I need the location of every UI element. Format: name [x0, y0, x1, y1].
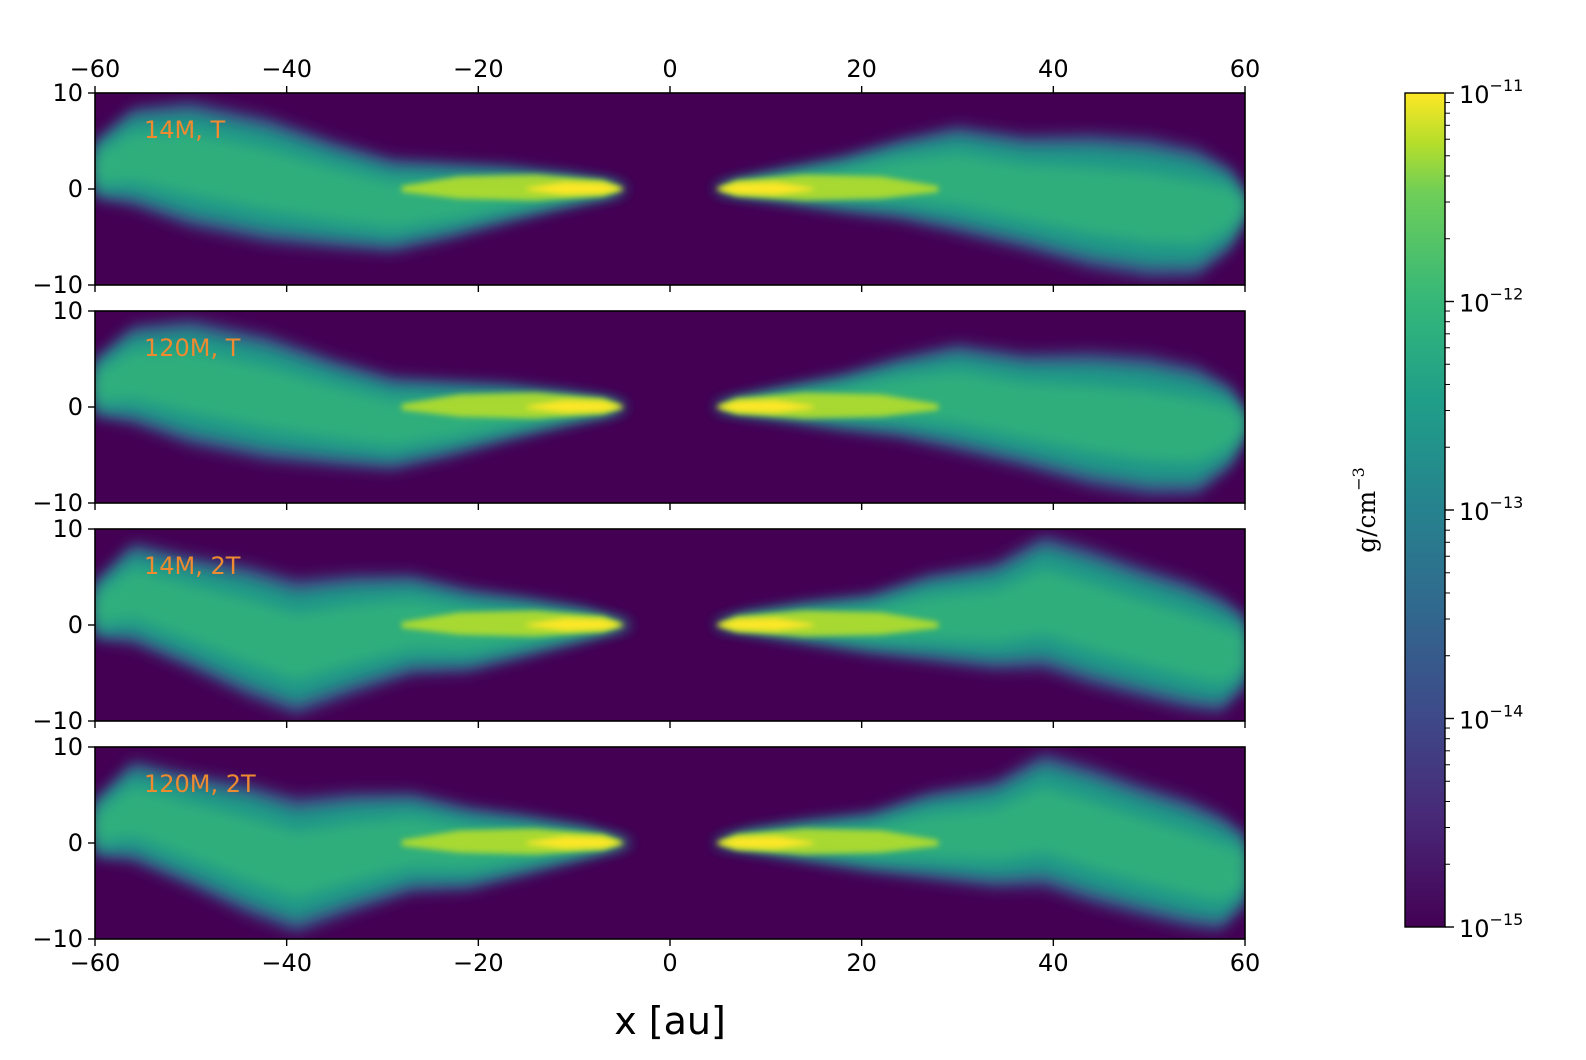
colorbar-tick-label: 10−13	[1459, 493, 1523, 526]
colorbar-tick-label: 10−14	[1459, 702, 1523, 735]
lobe-inner	[95, 567, 632, 682]
jet-core-bright	[716, 618, 814, 631]
x-axis-label-group: x [au]	[614, 999, 726, 1043]
jet-core-bright	[526, 618, 624, 631]
x-tick-label: 40	[1038, 949, 1069, 977]
x-tick-label-top: 60	[1230, 55, 1261, 83]
panel: 14M, 2T 10 0 −10	[32, 515, 1246, 735]
panel: 120M, 2T 10 0 −10−60 −40 −20 0 20 40 60	[32, 733, 1260, 977]
y-tick-label: 10	[52, 515, 83, 543]
x-tick-label-top: 0	[662, 55, 677, 83]
y-tick-label: 0	[68, 175, 83, 203]
density-map	[95, 534, 1245, 716]
panel-label: 120M, T	[144, 334, 241, 362]
lobe-inner	[95, 785, 632, 900]
x-tick-label-top: 40	[1038, 55, 1069, 83]
y-tick-label: 0	[68, 393, 83, 421]
density-map	[95, 318, 1245, 497]
lobe-inner	[713, 568, 1245, 684]
panel-label: 14M, 2T	[144, 552, 241, 580]
x-tick-label: −40	[261, 949, 312, 977]
density-map	[95, 752, 1245, 934]
x-tick-label: −20	[453, 949, 504, 977]
x-tick-label-top: −20	[453, 55, 504, 83]
colorbar-tick-label: 10−15	[1459, 910, 1523, 943]
x-tick-label: 20	[846, 949, 877, 977]
jet-core-bright	[526, 836, 624, 849]
jet-core-bright	[526, 182, 624, 195]
x-tick-label: 0	[662, 949, 677, 977]
colorbar-gradient	[1405, 93, 1445, 927]
x-tick-label: 60	[1230, 949, 1261, 977]
x-tick-label-top: −40	[261, 55, 312, 83]
y-tick-label: 0	[68, 829, 83, 857]
y-tick-label: 0	[68, 611, 83, 639]
lobe-inner	[713, 370, 1245, 463]
y-tick-label: 10	[52, 297, 83, 325]
panel: 14M, T 10 0 −10 −60 −40 −20 0 20 40 60	[32, 55, 1260, 299]
y-tick-label: −10	[32, 271, 83, 299]
lobe-inner	[713, 786, 1245, 902]
y-tick-label: −10	[32, 925, 83, 953]
panel: 120M, T 10 0 −10	[32, 297, 1246, 517]
colorbar: 10−11 10−12 10−13 10−14 10−15 g/cm−3	[1349, 76, 1523, 943]
panel-label: 14M, T	[144, 116, 226, 144]
lobe-inner	[713, 152, 1245, 245]
x-tick-label-top: 20	[846, 55, 877, 83]
x-tick-label: −60	[70, 949, 121, 977]
colorbar-tick-label: 10−12	[1459, 285, 1523, 318]
x-axis-label: x [au]	[614, 999, 726, 1043]
lobe-inner	[95, 350, 627, 447]
y-tick-label: −10	[32, 489, 83, 517]
jet-core-bright	[716, 836, 814, 849]
colorbar-label: g/cm−3	[1349, 467, 1381, 553]
x-tick-label-top: −60	[70, 55, 121, 83]
jet-core-bright	[716, 400, 814, 413]
lobe-inner	[95, 132, 627, 229]
panel-label: 120M, 2T	[144, 770, 256, 798]
y-tick-label: −10	[32, 707, 83, 735]
colorbar-tick-label: 10−11	[1459, 76, 1523, 109]
jet-core-bright	[716, 182, 814, 195]
jet-core-bright	[526, 400, 624, 413]
y-tick-label: 10	[52, 733, 83, 761]
density-map	[95, 100, 1245, 279]
y-tick-label: 10	[52, 79, 83, 107]
